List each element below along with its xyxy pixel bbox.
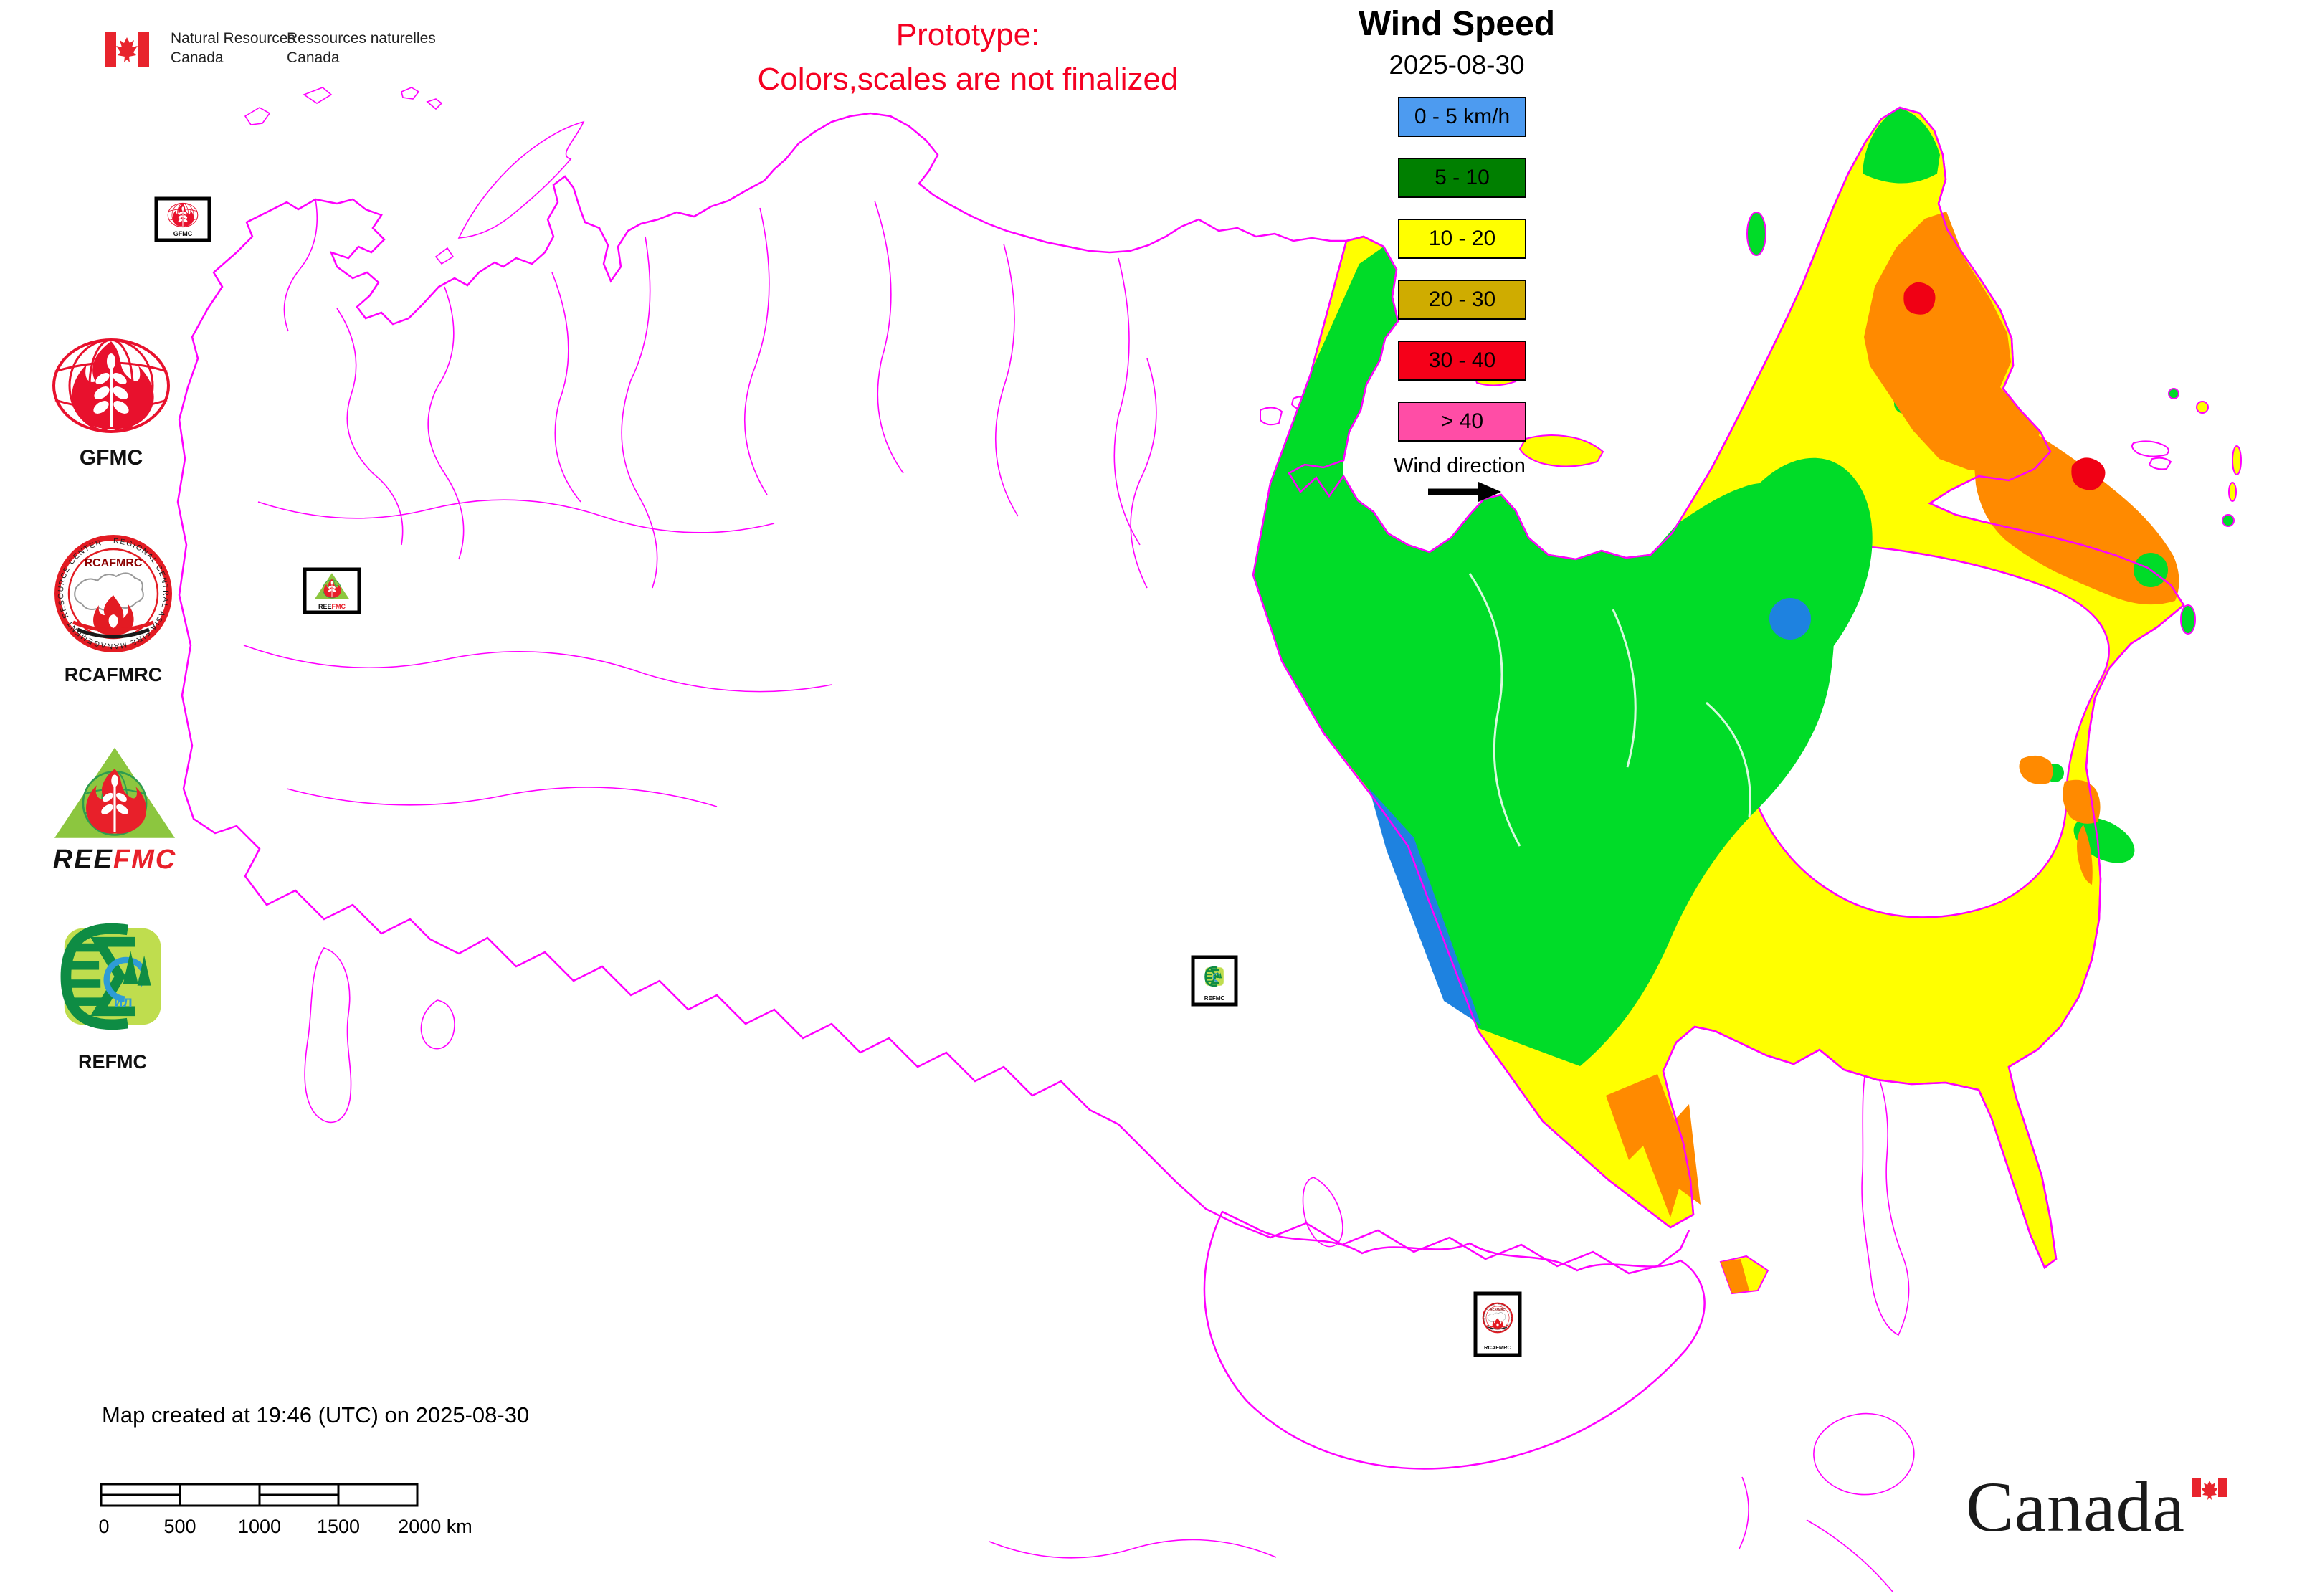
scalebar-tick-1000: 1000 [237,1516,282,1537]
scalebar-tick-500: 500 [163,1516,196,1537]
wind-direction-arrow [1428,482,1501,502]
orange-kamchatka-band [1974,400,2179,605]
inset-reefmc: REEFMC [303,567,361,614]
legend-item-20-30: 20 - 30 [1398,280,1526,320]
legend-item-10-20: 10 - 20 [1398,219,1526,259]
lake-baikal-outline [1302,1177,1343,1248]
prototype-notice-line1: Prototype: [895,17,1040,52]
legend-label-10-20: 10 - 20 [1428,227,1496,250]
inset-refmc-label: REFMC [1204,995,1225,1002]
scale-bar [100,1483,419,1507]
reefmc-wordmark: REEFMC [43,845,186,875]
raster-coast-outline [1252,106,2185,1269]
scalebar-tick-0: 0 [98,1516,110,1537]
canada-wordmark: Canada [1966,1467,2185,1547]
prototype-notice: Prototype: Colors,scales are not finaliz… [609,13,1326,102]
border-west-and-south [176,419,1690,1275]
orange-east-coast-patches [2019,513,2135,885]
basemap-borders [176,87,2172,1592]
admin-boundaries-west [243,199,1157,807]
legend-item-40plus: > 40 [1398,402,1526,442]
japan-korea-outline [989,1412,1915,1592]
legend-item-0-5: 0 - 5 km/h [1398,97,1526,137]
dept-name-fr: Ressources naturelles Canada [287,29,436,67]
rcafmrc-label: RCAFMRC [64,664,163,685]
coastline-arctic-west [178,112,1346,420]
refmc-label: REFMC [78,1051,147,1073]
arctic-islands-outline [244,87,443,125]
sakhalin-outline [1861,1053,1910,1336]
inset-gfmc: GFMC [154,196,211,242]
header-flag-icon [105,32,149,67]
raster-admin-lines [1468,573,1751,847]
legend-item-30-40: 30 - 40 [1398,341,1526,381]
wind-region-orange [1606,212,2179,1217]
legend-label-5-10: 5 - 10 [1435,166,1490,189]
scalebar-tick-2000km: 2000 km [398,1516,472,1537]
wind-region-green-northeast-blob [1727,457,1873,703]
caspian-aral-outline [304,947,455,1124]
legend-date: 2025-08-30 [1389,50,1525,80]
map-inset-logos: GFMC REEFMC REFMC RCAFMRC [154,196,1522,1357]
reefmc-wordmark-red: FMC [113,845,177,875]
legend-label-0-5: 0 - 5 km/h [1414,105,1511,128]
reefmc-wordmark-black: REE [52,845,113,875]
scalebar-tick-1500: 1500 [316,1516,361,1537]
blue-circle [1769,598,1811,640]
gfmc-label: GFMC [79,446,143,470]
inset-refmc: REFMC [1191,955,1238,1007]
legend-title: Wind Speed [1358,5,1556,43]
bering-islands-outline [1260,396,2172,470]
dept-fr-line2: Canada [287,49,340,66]
legend-label-40plus: > 40 [1440,409,1484,433]
wind-region-green-main [1253,247,1835,1066]
inset-rcafmrc-label: RCAFMRC [1484,1344,1511,1351]
wind-direction-label: Wind direction [1394,455,1526,478]
mongolia-border [1203,1210,1706,1470]
orange-south-wedge [1606,1074,1701,1217]
prototype-notice-line2: Colors,scales are not finalized [757,62,1179,97]
legend-label-20-30: 20 - 30 [1428,288,1496,311]
dept-en-line1: Natural Resources [171,30,295,47]
orange-chukotka-coast [1864,212,2040,473]
dept-en-line2: Canada [171,49,224,66]
dept-fr-line1: Ressources naturelles [287,30,436,47]
inset-gfmc-label: GFMC [173,230,193,237]
wind-region-green-chukotka-cap [1863,108,1940,184]
wordmark-flag-icon [2192,1478,2227,1500]
wind-speed-raster [1252,106,2242,1295]
scalebar-ticks: 0 500 1000 1500 2000 km [0,1516,2302,1544]
dept-name-en: Natural Resources Canada [171,29,295,67]
legend-item-5-10: 5 - 10 [1398,158,1526,198]
inset-rcafmrc: RCAFMRC [1473,1291,1522,1357]
inset-reefmc-label: REEFMC [318,603,346,610]
map-created-text: Map created at 19:46 (UTC) on 2025-08-30 [102,1402,530,1428]
legend-label-30-40: 30 - 40 [1428,348,1496,372]
novaya-zemlya-outline [434,120,585,265]
wind-region-red-spots [1903,282,2106,490]
